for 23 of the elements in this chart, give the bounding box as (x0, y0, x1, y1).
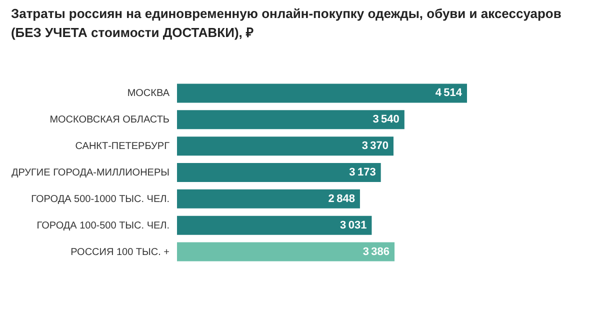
y-tick-label: САНКТ-ПЕТЕРБУРГ (75, 141, 170, 152)
bar (177, 216, 372, 235)
y-tick-label: РОССИЯ 100 ТЫС. + (70, 246, 170, 258)
y-tick-label: МОСКВА (127, 88, 170, 100)
y-tick-label: МОСКОВСКАЯ ОБЛАСТЬ (50, 114, 170, 126)
bar (177, 136, 394, 156)
bar (177, 242, 395, 262)
data-label: 3 370 (362, 140, 389, 152)
text: (БЕЗ УЧЕТА стоимости ДОСТАВКИ), ₽ (10, 25, 254, 40)
data-label: 2 848 (328, 192, 355, 205)
data-label: 4 514 (435, 87, 463, 100)
data-label: 3 386 (362, 246, 390, 258)
bar (177, 163, 381, 182)
data-label: 3 173 (349, 166, 376, 178)
data-label: 3 031 (340, 219, 367, 232)
bar (177, 189, 360, 208)
data-label: 3 540 (372, 114, 400, 126)
bar (177, 84, 467, 103)
y-tick-label: ГОРОДА 100-500 ТЫС. ЧЕЛ. (36, 220, 170, 232)
bar (177, 110, 404, 130)
y-tick-label: ДРУГИЕ ГОРОДА-МИЛЛИОНЕРЫ (11, 168, 170, 178)
text: Затраты россиян на единовременную онлайн-покупку одежды, обуви и аксессуаров (10, 6, 562, 21)
y-tick-label: ГОРОДА 500-1000 ТЫС. ЧЕЛ. (31, 194, 170, 205)
